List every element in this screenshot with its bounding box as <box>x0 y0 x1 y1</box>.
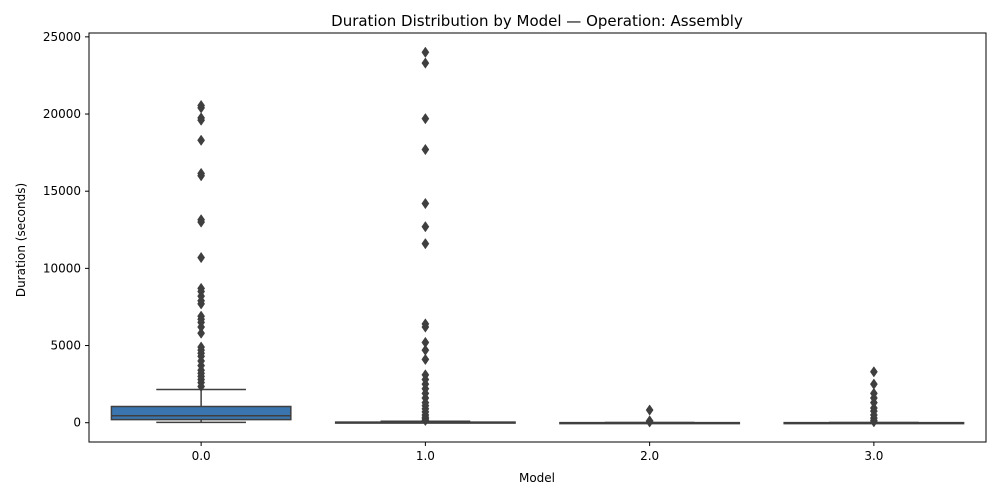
outlier-point <box>421 113 430 125</box>
outlier-point <box>197 112 206 124</box>
x-axis-label: Model <box>519 471 555 485</box>
outlier-point <box>197 341 206 353</box>
outlier-point <box>197 327 206 339</box>
outlier-point <box>421 353 430 366</box>
outlier-point <box>421 336 430 349</box>
y-tick-label: 5000 <box>50 339 81 353</box>
y-axis-label: Duration (seconds) <box>14 183 28 297</box>
outlier-point <box>197 99 206 112</box>
plot-area <box>110 46 965 428</box>
outlier-point <box>197 251 206 264</box>
outlier-point <box>421 143 430 156</box>
box-group-2.0 <box>559 404 741 428</box>
x-tick-label: 2.0 <box>640 449 659 463</box>
box-group-3.0 <box>783 366 965 428</box>
outlier-point <box>197 214 206 226</box>
box-group-1.0 <box>334 46 516 427</box>
outlier-point <box>197 282 206 295</box>
outlier-point <box>197 134 206 146</box>
axes: 0 5000 10000 15000 20000 25000 0.0 1.0 2.0 3.0 <box>43 30 987 463</box>
outlier-point <box>421 221 430 233</box>
box-group-0.0 <box>110 99 292 424</box>
y-tick-label: 20000 <box>43 107 81 121</box>
outlier-point <box>645 404 654 416</box>
outlier-point <box>421 197 430 210</box>
y-tick-label: 15000 <box>43 184 81 198</box>
chart-title: Duration Distribution by Model — Operati… <box>331 12 743 30</box>
outlier-point <box>421 57 430 69</box>
x-tick-label: 1.0 <box>416 449 435 463</box>
outlier-point <box>421 344 430 356</box>
outlier-point <box>869 387 878 400</box>
y-tick-label: 10000 <box>43 261 81 275</box>
box <box>110 405 292 421</box>
plot-frame <box>88 32 987 443</box>
x-tick-label: 0.0 <box>192 449 211 463</box>
outlier-point <box>197 310 206 322</box>
x-tick-label: 3.0 <box>864 449 883 463</box>
outlier-point <box>421 318 430 330</box>
y-tick-label: 0 <box>73 416 81 430</box>
outlier-point <box>869 378 878 390</box>
outlier-point <box>421 46 430 58</box>
outlier-point <box>421 238 430 250</box>
y-tick-label: 25000 <box>43 30 81 44</box>
outlier-point <box>869 366 878 378</box>
outlier-point <box>421 369 430 381</box>
outlier-point <box>197 167 206 180</box>
outlier-point <box>645 415 654 427</box>
